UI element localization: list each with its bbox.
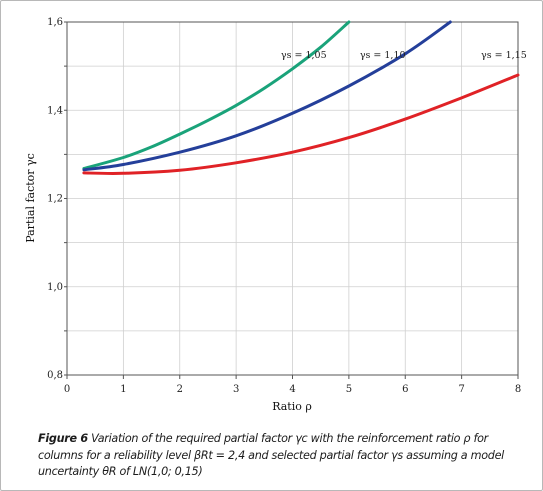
grid <box>66 22 519 375</box>
x-tick-label: 8 <box>515 384 521 395</box>
figure-caption: Figure 6 Variation of the required parti… <box>38 431 530 481</box>
y-tick-label: 1,2 <box>47 194 63 205</box>
x-tick-label: 6 <box>402 384 408 395</box>
x-tick-label: 0 <box>64 384 70 395</box>
x-tick-label: 5 <box>346 384 352 395</box>
series-label: γs = 1,10 <box>360 50 406 61</box>
y-tick-label: 1,4 <box>47 105 63 116</box>
y-tick-label: 1,0 <box>47 282 63 293</box>
y-tick-label: 1,6 <box>47 17 63 28</box>
x-ticks: 0 1 2 3 4 5 6 7 8 <box>64 375 521 395</box>
x-tick-label: 4 <box>289 384 295 395</box>
series-labels: γs = 1,05 γs = 1,10 γs = 1,15 <box>281 50 527 61</box>
series-lines <box>82 20 520 175</box>
y-tick-label: 0,8 <box>47 370 63 381</box>
x-tick-label: 3 <box>233 384 239 395</box>
series-line <box>82 20 351 170</box>
y-ticks: 0,8 1,0 1,2 1,4 1,6 <box>47 17 67 381</box>
x-axis-label: Ratio ρ <box>272 400 312 413</box>
series-label: γs = 1,15 <box>481 50 527 61</box>
x-tick-label: 1 <box>120 384 126 395</box>
series-line <box>82 73 520 175</box>
series-line <box>82 20 452 172</box>
caption-label: Figure 6 <box>38 432 88 445</box>
y-axis-label: Partial factor γc <box>24 153 37 243</box>
x-tick-label: 7 <box>458 384 464 395</box>
x-tick-label: 2 <box>177 384 183 395</box>
caption-text: Variation of the required partial factor… <box>38 432 504 478</box>
series-label: γs = 1,05 <box>281 50 327 61</box>
